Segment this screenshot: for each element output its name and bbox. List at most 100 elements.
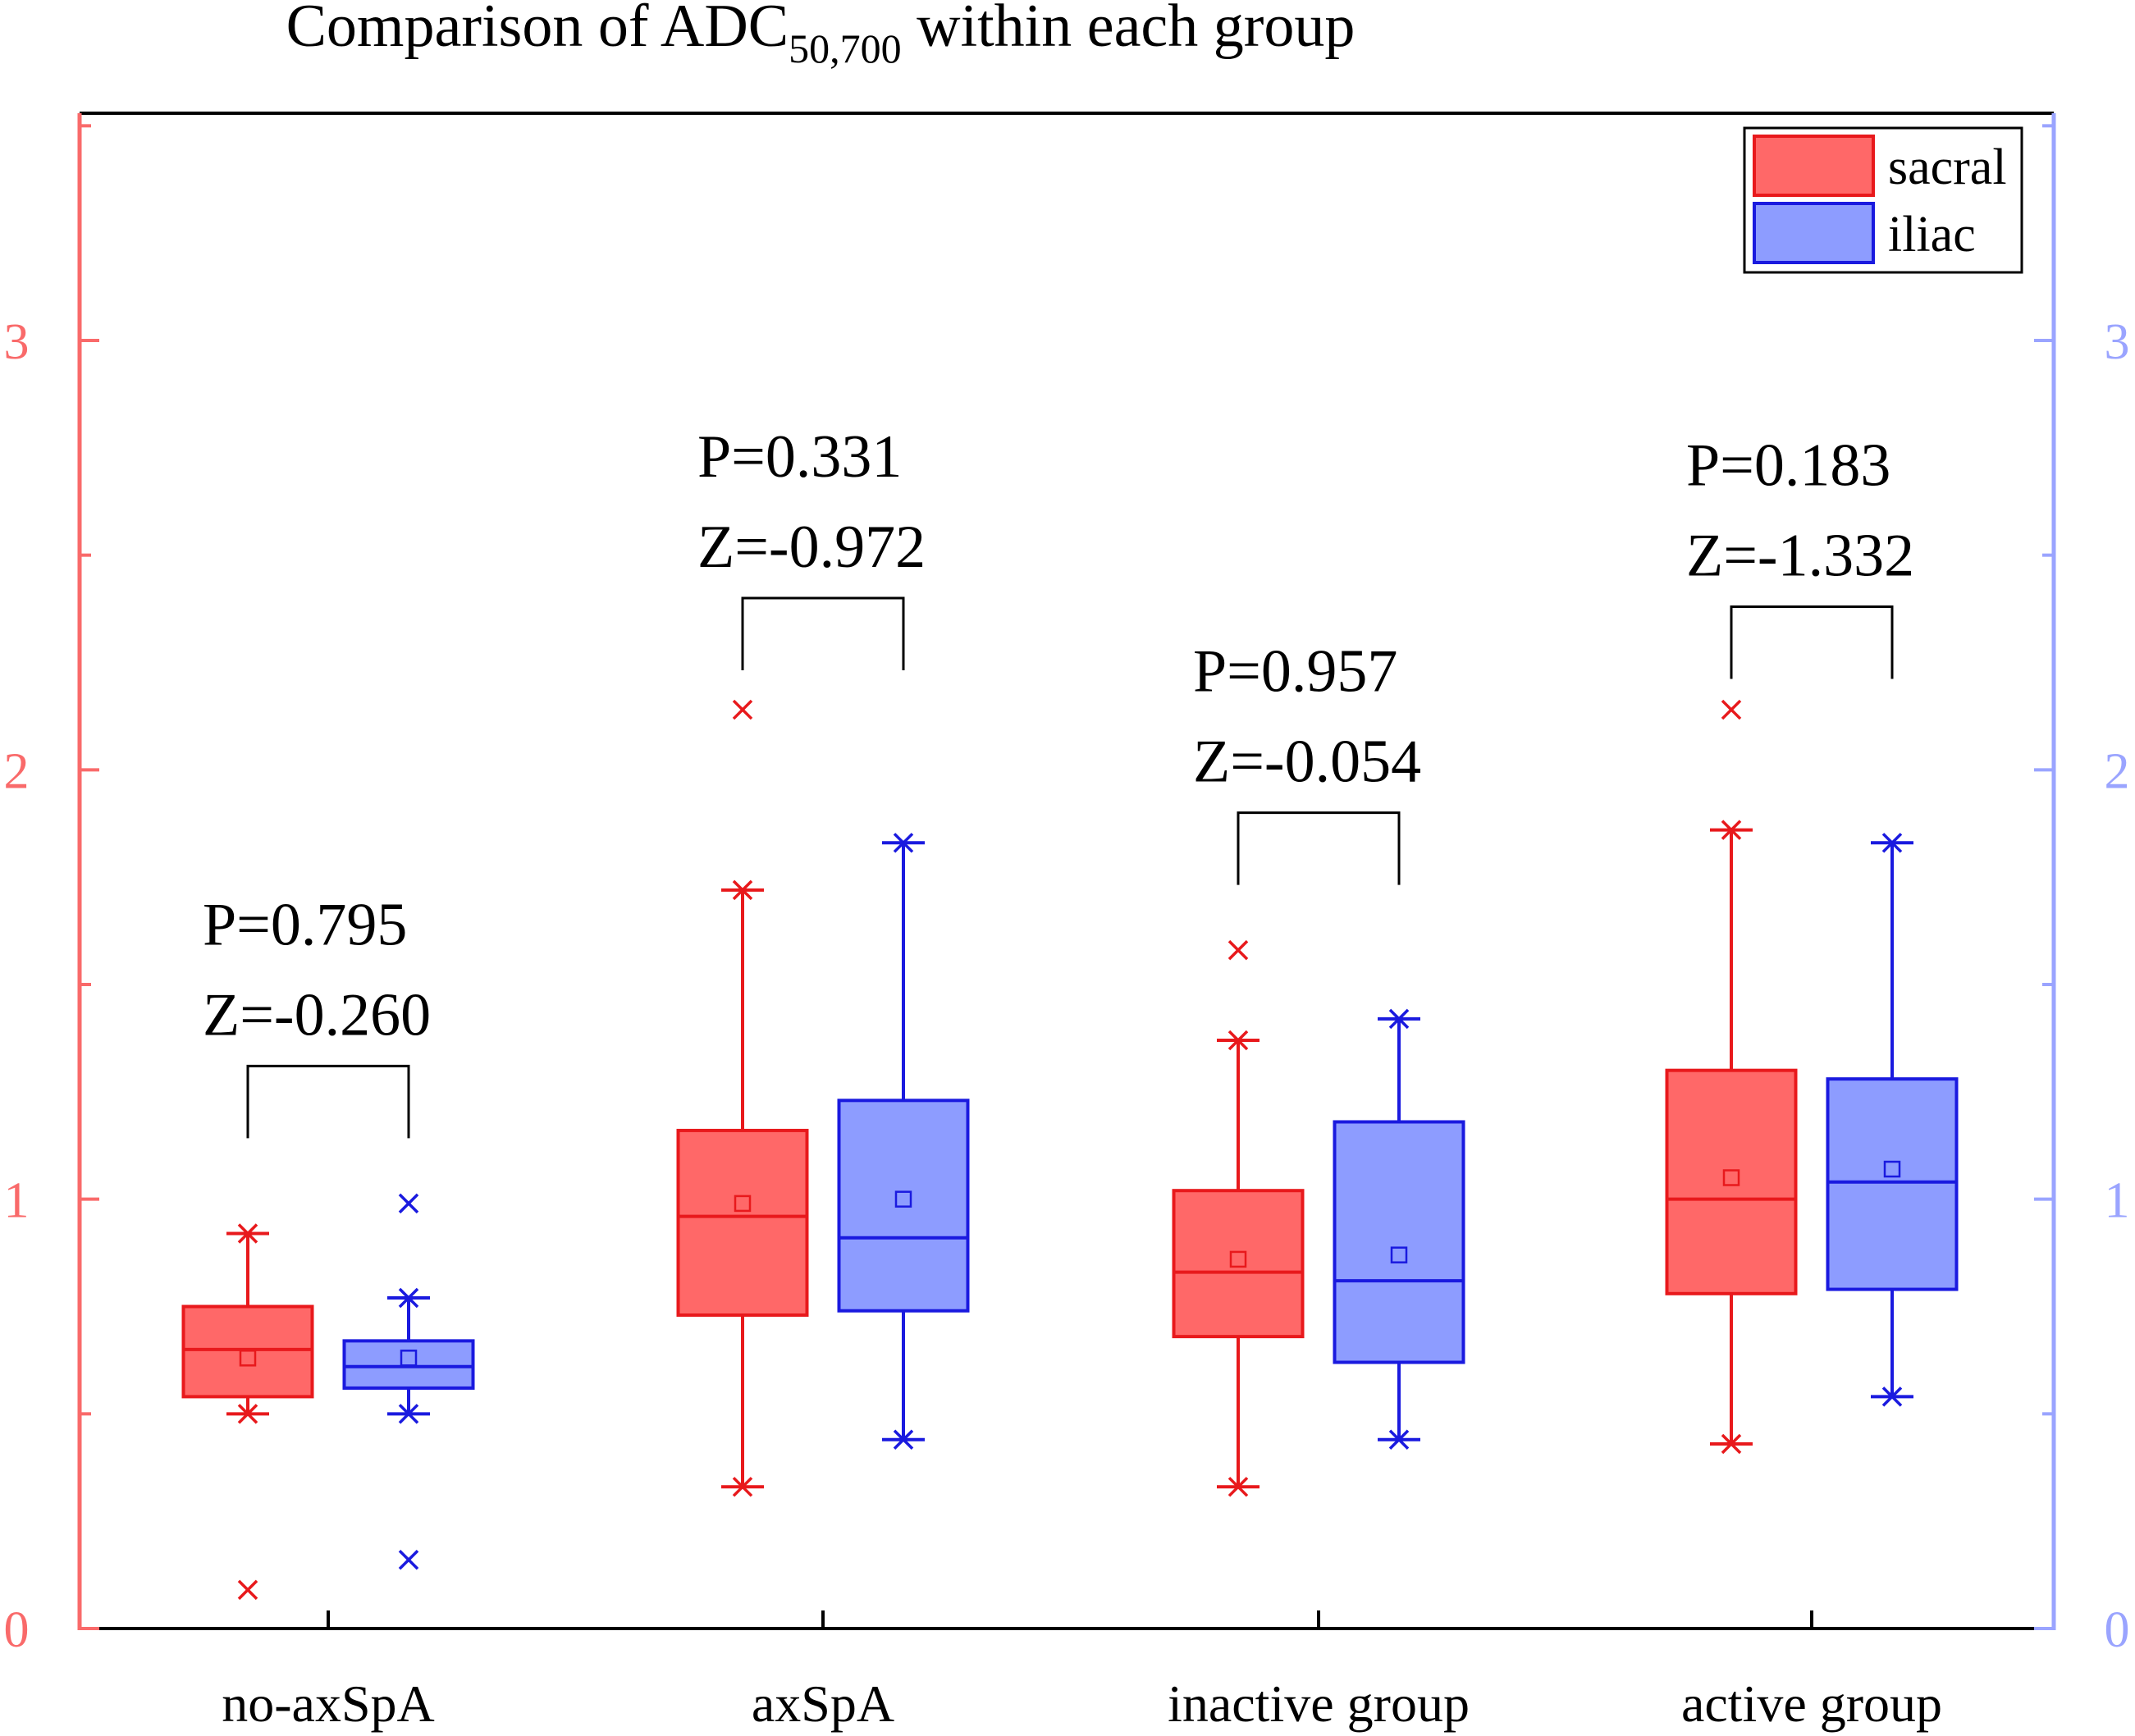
- marker-stroke: [1228, 1030, 1249, 1051]
- marker-stroke: [893, 1429, 914, 1450]
- iliac-box-3: [1826, 833, 1959, 1407]
- right-y-tick-label: 3: [2105, 314, 2130, 370]
- sacral-box-2: [1172, 939, 1305, 1497]
- marker-stroke: [237, 1404, 258, 1424]
- iqr-box: [1333, 1120, 1465, 1364]
- marker-stroke: [732, 1477, 753, 1497]
- x-tick-label: axSpA: [752, 1674, 894, 1733]
- p-value-label: P=0.957: [1193, 638, 1397, 706]
- iliac-box-0: [342, 1193, 475, 1570]
- outlier-marker: [398, 1550, 419, 1570]
- marker-stroke: [1721, 1433, 1742, 1455]
- marker-stroke: [1721, 699, 1742, 720]
- marker-stroke: [1881, 1387, 1903, 1407]
- left-y-tick-label: 0: [4, 1602, 30, 1658]
- legend-swatch-iliac: [1753, 202, 1875, 264]
- mean-marker: [734, 1195, 752, 1213]
- mean-marker: [1229, 1250, 1247, 1268]
- whisker-low-marker: [237, 1404, 258, 1424]
- outlier-marker: [1721, 699, 1742, 720]
- significance-bracket: [1730, 605, 1894, 679]
- outlier-marker: [1228, 939, 1249, 961]
- z-value-label: Z=-0.260: [203, 981, 431, 1048]
- whisker-low-marker: [732, 1477, 753, 1497]
- marker-stroke: [1228, 939, 1249, 961]
- outlier-marker: [732, 699, 753, 720]
- left-y-tick-label: 3: [4, 314, 30, 370]
- whisker-low-marker: [1228, 1477, 1249, 1497]
- marker-stroke: [398, 1550, 419, 1570]
- iqr-box: [1172, 1189, 1305, 1339]
- z-value-label: Z=-0.972: [697, 514, 926, 581]
- chart-title-main: Comparison of ADC: [286, 0, 789, 60]
- marker-stroke: [398, 1287, 419, 1309]
- sacral-box-0: [181, 1223, 314, 1601]
- whisker-high-marker: [398, 1287, 419, 1309]
- iliac-box-2: [1333, 1008, 1465, 1450]
- p-value-label: P=0.331: [697, 423, 902, 491]
- axes-layer: 0 1 2 3 0 1 2 3 no-axSpA axSpA inactive group activ…: [4, 124, 2130, 1733]
- p-value-label: P=0.183: [1686, 432, 1890, 499]
- whisker-high-marker: [893, 833, 914, 853]
- mean-marker: [400, 1350, 418, 1367]
- chart-title: Comparison of ADC50,700 within each grou…: [286, 0, 1356, 71]
- mean-marker: [1390, 1246, 1408, 1263]
- outlier-marker: [398, 1193, 419, 1214]
- marker-stroke: [1881, 833, 1903, 853]
- marker-stroke: [398, 1193, 419, 1214]
- mean-marker: [1722, 1169, 1740, 1186]
- chart-title-subscript: 50,700: [789, 25, 902, 71]
- boxes-layer: [181, 699, 1959, 1601]
- plot-frame: [77, 112, 2056, 1630]
- outlier-marker: [237, 1579, 258, 1601]
- p-value-label: P=0.795: [203, 891, 407, 958]
- legend-swatch-sacral: [1753, 135, 1875, 197]
- whisker-high-marker: [1881, 833, 1903, 853]
- x-tick-label: no-axSpA: [222, 1674, 435, 1733]
- whisker-low-marker: [893, 1429, 914, 1450]
- comparison-1: P=0.331 Z=-0.972: [697, 423, 926, 670]
- legend: sacral iliac: [1743, 126, 2023, 274]
- sacral-box-3: [1665, 699, 1798, 1455]
- z-value-label: Z=-1.332: [1686, 522, 1914, 589]
- marker-stroke: [398, 1404, 419, 1424]
- marker-stroke: [1721, 820, 1742, 840]
- whisker-low-marker: [1388, 1429, 1410, 1450]
- marker-stroke: [893, 833, 914, 853]
- comparison-0: P=0.795 Z=-0.260: [203, 891, 431, 1139]
- marker-stroke: [1388, 1008, 1410, 1030]
- mean-marker: [894, 1190, 912, 1208]
- mean-marker: [1883, 1160, 1901, 1178]
- whisker-high-marker: [237, 1223, 258, 1244]
- whisker-low-marker: [398, 1404, 419, 1424]
- significance-bracket: [1237, 811, 1401, 885]
- left-y-tick-label: 2: [4, 743, 30, 799]
- right-y-tick-label: 2: [2105, 743, 2130, 799]
- marker-stroke: [732, 699, 753, 720]
- whisker-high-marker: [1388, 1008, 1410, 1030]
- whisker-low-marker: [1721, 1433, 1742, 1455]
- x-tick-label: inactive group: [1168, 1674, 1470, 1733]
- right-y-tick-label: 1: [2105, 1173, 2130, 1229]
- marker-stroke: [237, 1223, 258, 1244]
- whisker-low-marker: [1881, 1387, 1903, 1407]
- marker-stroke: [732, 879, 753, 901]
- iliac-box-1: [837, 833, 970, 1450]
- comparison-2: P=0.957 Z=-0.054: [1193, 638, 1421, 885]
- left-y-tick-label: 1: [4, 1173, 30, 1229]
- sacral-box-1: [676, 699, 809, 1497]
- right-y-tick-label: 0: [2105, 1602, 2130, 1658]
- legend-label-sacral: sacral: [1888, 139, 2007, 195]
- iqr-box: [1665, 1068, 1798, 1295]
- significance-bracket: [246, 1064, 410, 1139]
- comparison-3: P=0.183 Z=-1.332: [1686, 432, 1914, 679]
- iqr-box: [676, 1128, 809, 1317]
- whisker-high-marker: [732, 879, 753, 901]
- significance-bracket: [741, 596, 905, 670]
- mean-marker: [239, 1350, 257, 1367]
- iqr-box: [1826, 1077, 1959, 1291]
- chart-title-rest: within each group: [902, 0, 1356, 60]
- marker-stroke: [1388, 1429, 1410, 1450]
- marker-stroke: [1228, 1477, 1249, 1497]
